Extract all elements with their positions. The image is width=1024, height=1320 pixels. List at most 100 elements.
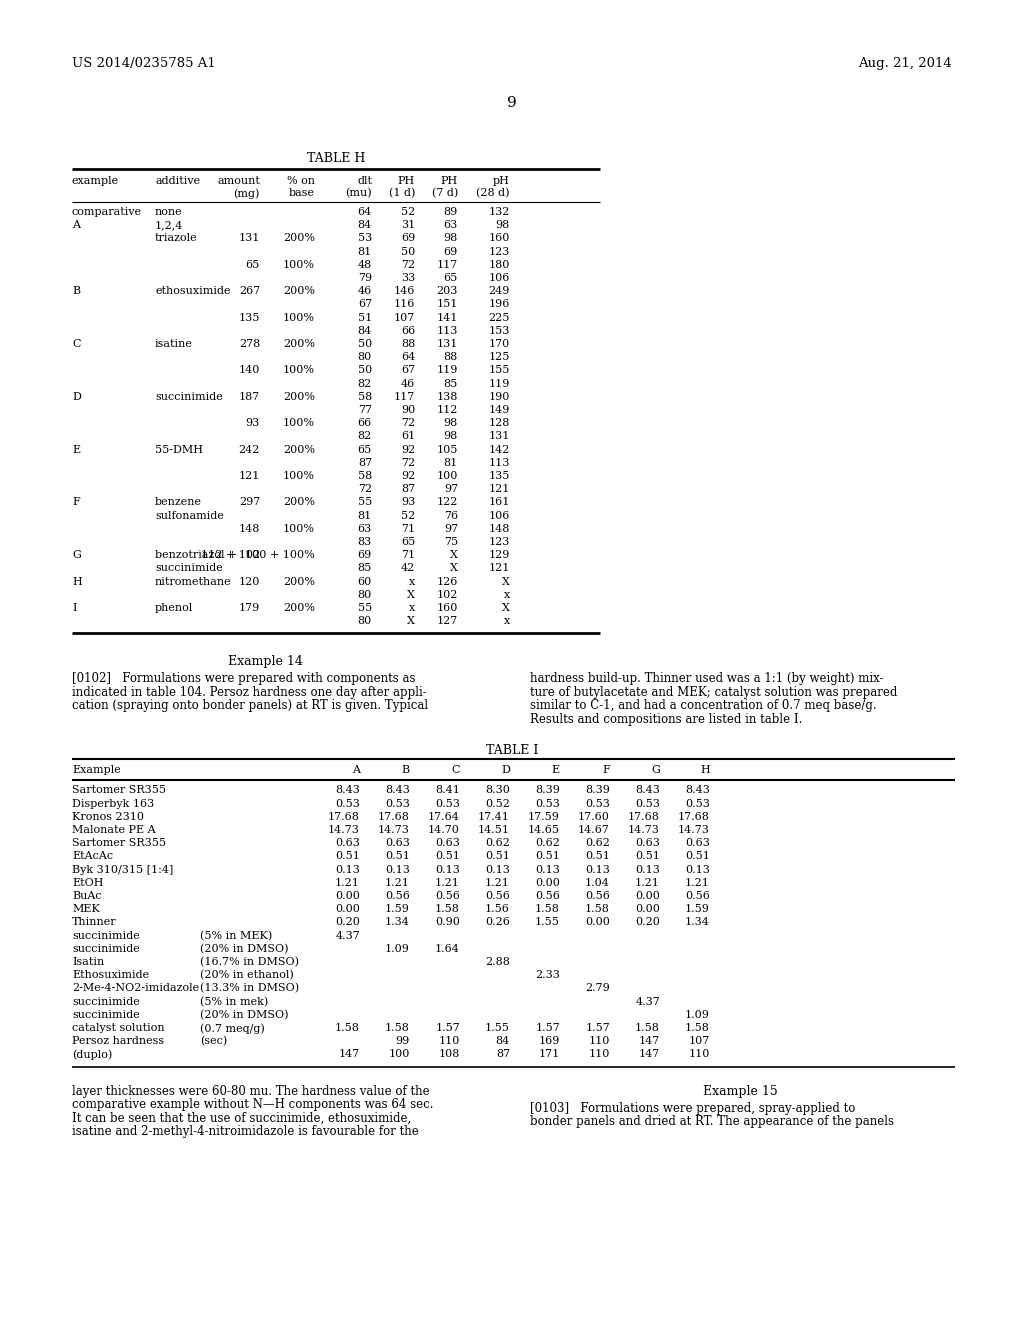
Text: 93: 93 — [246, 418, 260, 428]
Text: 200%: 200% — [283, 392, 315, 401]
Text: 149: 149 — [488, 405, 510, 414]
Text: 14.51: 14.51 — [478, 825, 510, 836]
Text: 0.53: 0.53 — [685, 799, 710, 809]
Text: 99: 99 — [395, 1036, 410, 1047]
Text: 123: 123 — [488, 537, 510, 546]
Text: 31: 31 — [400, 220, 415, 230]
Text: 0.63: 0.63 — [685, 838, 710, 849]
Text: 102: 102 — [436, 590, 458, 599]
Text: (1 d): (1 d) — [389, 187, 415, 198]
Text: EtAcAc: EtAcAc — [72, 851, 113, 862]
Text: 0.51: 0.51 — [536, 851, 560, 862]
Text: sulfonamide: sulfonamide — [155, 511, 224, 520]
Text: 50: 50 — [400, 247, 415, 256]
Text: 72: 72 — [400, 260, 415, 269]
Text: 98: 98 — [443, 432, 458, 441]
Text: 65: 65 — [246, 260, 260, 269]
Text: 0.13: 0.13 — [685, 865, 710, 875]
Text: Example 14: Example 14 — [227, 656, 302, 668]
Text: 171: 171 — [539, 1049, 560, 1060]
Text: 0.00: 0.00 — [335, 891, 360, 902]
Text: ture of butylacetate and MEK; catalyst solution was prepared: ture of butylacetate and MEK; catalyst s… — [530, 686, 897, 698]
Text: base: base — [289, 187, 315, 198]
Text: 278: 278 — [239, 339, 260, 348]
Text: 1.59: 1.59 — [685, 904, 710, 915]
Text: 1.21: 1.21 — [685, 878, 710, 888]
Text: 200%: 200% — [283, 603, 315, 612]
Text: 1.34: 1.34 — [685, 917, 710, 928]
Text: 60: 60 — [357, 577, 372, 586]
Text: (5% in MEK): (5% in MEK) — [200, 931, 272, 941]
Text: Byk 310/315 [1:4]: Byk 310/315 [1:4] — [72, 865, 173, 875]
Text: 77: 77 — [358, 405, 372, 414]
Text: 0.62: 0.62 — [485, 838, 510, 849]
Text: 0.51: 0.51 — [685, 851, 710, 862]
Text: succinimide: succinimide — [155, 392, 223, 401]
Text: Kronos 2310: Kronos 2310 — [72, 812, 144, 822]
Text: TABLE I: TABLE I — [485, 744, 539, 758]
Text: 65: 65 — [400, 537, 415, 546]
Text: X: X — [451, 564, 458, 573]
Text: 200%: 200% — [283, 339, 315, 348]
Text: 0.51: 0.51 — [335, 851, 360, 862]
Text: ethosuximide: ethosuximide — [155, 286, 230, 296]
Text: 113: 113 — [436, 326, 458, 335]
Text: 112: 112 — [436, 405, 458, 414]
Text: F: F — [602, 766, 610, 775]
Text: 1.58: 1.58 — [585, 904, 610, 915]
Text: PH: PH — [440, 176, 458, 186]
Text: 131: 131 — [239, 234, 260, 243]
Text: 85: 85 — [357, 564, 372, 573]
Text: succinimide: succinimide — [72, 997, 139, 1007]
Text: Malonate PE A: Malonate PE A — [72, 825, 156, 836]
Text: 55-DMH: 55-DMH — [155, 445, 203, 454]
Text: 33: 33 — [400, 273, 415, 282]
Text: 161: 161 — [488, 498, 510, 507]
Text: X: X — [451, 550, 458, 560]
Text: Results and compositions are listed in table I.: Results and compositions are listed in t… — [530, 713, 803, 726]
Text: 100: 100 — [436, 471, 458, 480]
Text: X: X — [502, 577, 510, 586]
Text: 46: 46 — [357, 286, 372, 296]
Text: (0.7 meq/g): (0.7 meq/g) — [200, 1023, 265, 1034]
Text: 2-Me-4-NO2-imidazole: 2-Me-4-NO2-imidazole — [72, 983, 199, 994]
Text: A: A — [352, 766, 360, 775]
Text: 14.73: 14.73 — [328, 825, 360, 836]
Text: 135: 135 — [488, 471, 510, 480]
Text: 81: 81 — [357, 511, 372, 520]
Text: 0.56: 0.56 — [536, 891, 560, 902]
Text: X: X — [408, 590, 415, 599]
Text: 64: 64 — [400, 352, 415, 362]
Text: 147: 147 — [639, 1049, 660, 1060]
Text: 0.13: 0.13 — [435, 865, 460, 875]
Text: additive: additive — [155, 176, 200, 186]
Text: [0102]   Formulations were prepared with components as: [0102] Formulations were prepared with c… — [72, 672, 416, 685]
Text: pH: pH — [494, 176, 510, 186]
Text: example: example — [72, 176, 119, 186]
Text: catalyst solution: catalyst solution — [72, 1023, 165, 1034]
Text: 148: 148 — [239, 524, 260, 533]
Text: 87: 87 — [400, 484, 415, 494]
Text: 131: 131 — [436, 339, 458, 348]
Text: 0.00: 0.00 — [635, 904, 660, 915]
Text: 17.68: 17.68 — [628, 812, 660, 822]
Text: 0.63: 0.63 — [635, 838, 660, 849]
Text: 155: 155 — [488, 366, 510, 375]
Text: 48: 48 — [357, 260, 372, 269]
Text: Thinner: Thinner — [72, 917, 117, 928]
Text: 267: 267 — [239, 286, 260, 296]
Text: 140: 140 — [239, 366, 260, 375]
Text: 8.43: 8.43 — [685, 785, 710, 796]
Text: 0.53: 0.53 — [536, 799, 560, 809]
Text: 100%: 100% — [283, 313, 315, 322]
Text: 1,2,4: 1,2,4 — [155, 220, 183, 230]
Text: Disperbyk 163: Disperbyk 163 — [72, 799, 155, 809]
Text: Example: Example — [72, 766, 121, 775]
Text: 122: 122 — [436, 498, 458, 507]
Text: 100%: 100% — [283, 366, 315, 375]
Text: 84: 84 — [357, 220, 372, 230]
Text: 8.43: 8.43 — [635, 785, 660, 796]
Text: (duplo): (duplo) — [72, 1049, 113, 1060]
Text: 0.51: 0.51 — [635, 851, 660, 862]
Text: 106: 106 — [488, 511, 510, 520]
